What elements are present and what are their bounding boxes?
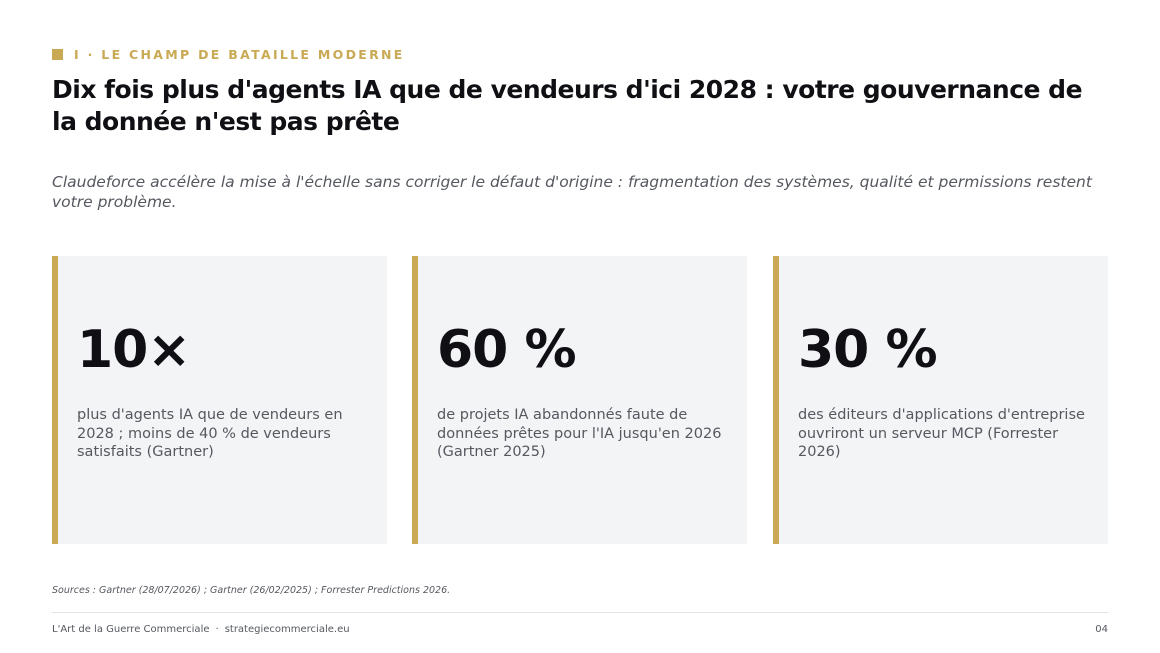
stat-card-agents: 10× plus d'agents IA que de vendeurs en … bbox=[52, 256, 387, 544]
page-title: Dix fois plus d'agents IA que de vendeur… bbox=[52, 75, 1083, 136]
page-number: 04 bbox=[1095, 624, 1108, 635]
stat-value: 10× bbox=[77, 320, 191, 380]
page-subtitle: Claudeforce accélère la mise à l'échelle… bbox=[52, 173, 1092, 211]
stat-card-mcp: 30 % des éditeurs d'applications d'entre… bbox=[773, 256, 1108, 544]
section-marker-icon bbox=[52, 49, 63, 60]
footer-branding: L'Art de la Guerre Commerciale · strateg… bbox=[52, 624, 350, 635]
stat-value: 60 % bbox=[437, 320, 577, 380]
section-label: I · LE CHAMP DE BATAILLE MODERNE bbox=[52, 47, 405, 62]
footer-separator: · bbox=[215, 624, 219, 635]
footer-divider bbox=[52, 612, 1108, 613]
stat-value: 30 % bbox=[798, 320, 938, 380]
footer-website[interactable]: strategiecommerciale.eu bbox=[224, 624, 350, 635]
stat-description: de projets IA abandonnés faute de donnée… bbox=[437, 407, 722, 460]
footer-brand: L'Art de la Guerre Commerciale bbox=[52, 624, 210, 635]
stat-description: des éditeurs d'applications d'entreprise… bbox=[798, 407, 1085, 460]
stat-description: plus d'agents IA que de vendeurs en 2028… bbox=[77, 407, 343, 460]
sources-note: Sources : Gartner (28/07/2026) ; Gartner… bbox=[52, 585, 451, 596]
stat-card-projects: 60 % de projets IA abandonnés faute de d… bbox=[412, 256, 747, 544]
section-label-text: I · LE CHAMP DE BATAILLE MODERNE bbox=[74, 47, 405, 62]
